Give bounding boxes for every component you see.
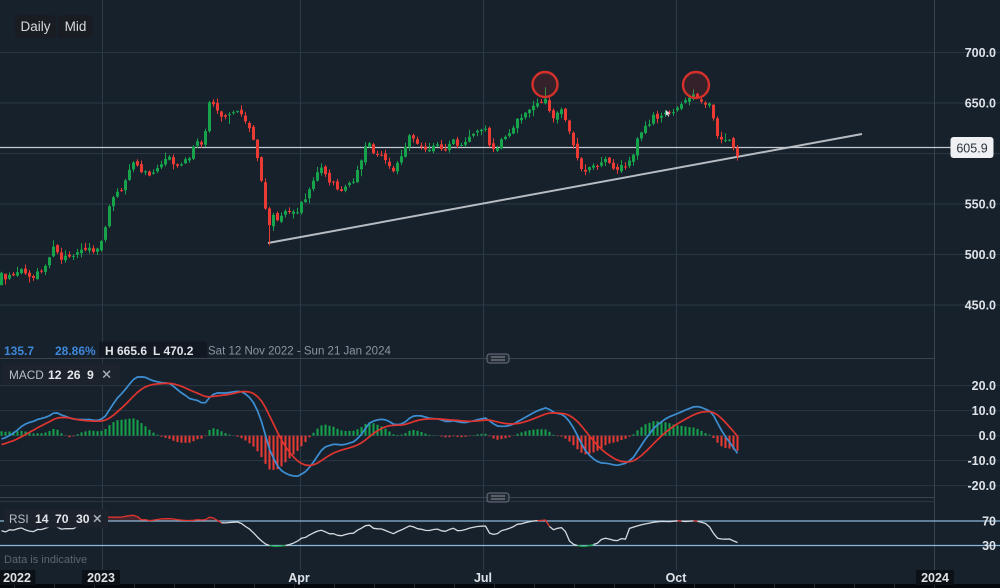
svg-text:700.0: 700.0 — [965, 46, 996, 60]
svg-text:135.7: 135.7 — [4, 344, 34, 358]
svg-text:Apr: Apr — [288, 571, 310, 585]
svg-text:Jul: Jul — [474, 571, 492, 585]
svg-text:14: 14 — [35, 512, 49, 526]
svg-text:550.0: 550.0 — [965, 197, 996, 211]
svg-text:450.0: 450.0 — [965, 298, 996, 312]
svg-text:RSI: RSI — [9, 512, 29, 526]
svg-text:30: 30 — [76, 512, 90, 526]
svg-text:-10.0: -10.0 — [968, 454, 997, 468]
svg-text:30: 30 — [982, 539, 996, 553]
svg-text:Daily: Daily — [20, 19, 50, 34]
svg-text:26: 26 — [67, 368, 81, 382]
svg-text:28.86%: 28.86% — [55, 344, 96, 358]
svg-text:0.0: 0.0 — [979, 429, 996, 443]
svg-text:70: 70 — [55, 512, 69, 526]
svg-text:Sat 12 Nov 2022 - Sun 21 Jan 2: Sat 12 Nov 2022 - Sun 21 Jan 2024 — [208, 346, 391, 358]
svg-text:10.0: 10.0 — [972, 404, 996, 418]
svg-text:500.0: 500.0 — [965, 248, 996, 262]
svg-text:Data is indicative: Data is indicative — [4, 554, 87, 566]
svg-text:9: 9 — [87, 368, 94, 382]
svg-text:H 665.6: H 665.6 — [105, 344, 147, 358]
svg-text:MACD: MACD — [9, 368, 44, 382]
svg-text:L 470.2: L 470.2 — [153, 344, 194, 358]
svg-text:2022: 2022 — [3, 571, 31, 585]
svg-text:70: 70 — [982, 514, 996, 528]
svg-text:12: 12 — [48, 368, 62, 382]
svg-text:-20.0: -20.0 — [968, 479, 997, 493]
svg-text:20.0: 20.0 — [972, 379, 996, 393]
svg-text:Mid: Mid — [65, 19, 87, 34]
svg-text:2024: 2024 — [921, 571, 949, 585]
svg-text:Oct: Oct — [666, 571, 688, 585]
svg-text:2023: 2023 — [87, 571, 115, 585]
svg-text:650.0: 650.0 — [965, 96, 996, 110]
svg-text:605.9: 605.9 — [956, 141, 987, 155]
